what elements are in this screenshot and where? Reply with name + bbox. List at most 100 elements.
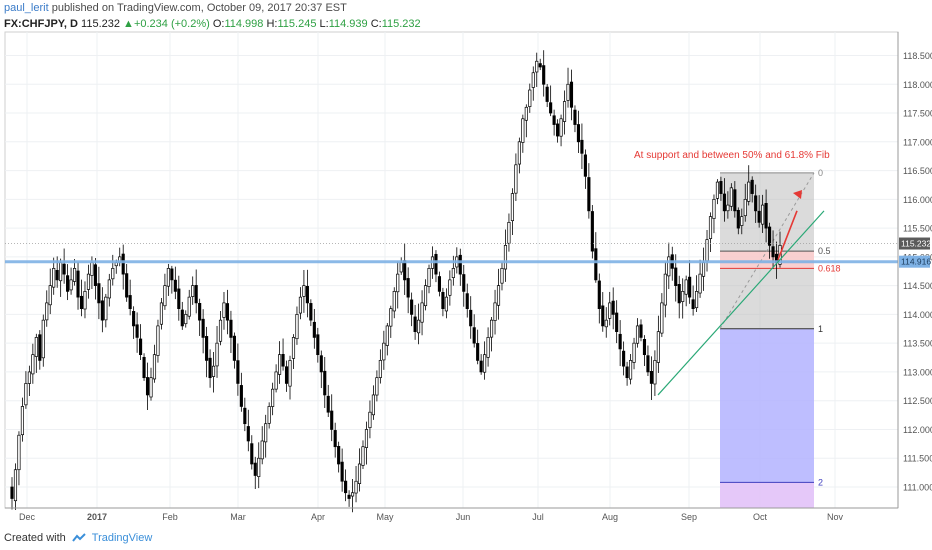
annotation-text: At support and between 50% and 61.8% Fib: [634, 150, 830, 161]
x-tick-label: Aug: [602, 512, 618, 522]
last-price-badge-text: 115.232: [901, 239, 931, 249]
candle-body: [191, 285, 195, 297]
candle-body: [611, 300, 615, 315]
candle-body: [66, 275, 70, 292]
support-price-badge: [899, 255, 930, 268]
candle-body: [417, 319, 421, 334]
candle-body: [761, 204, 765, 225]
candle-body: [250, 443, 254, 465]
candle-body: [284, 366, 289, 384]
candle-body: [257, 457, 261, 477]
fib-level-label: 2: [818, 477, 823, 487]
arrow-head-icon: [793, 190, 802, 199]
candle-body: [517, 141, 521, 165]
published-text: published on TradingView.com, October 09…: [51, 2, 347, 14]
open-label: O:: [212, 18, 225, 30]
candle-body: [420, 302, 424, 323]
candle-body: [145, 377, 150, 396]
candle-body: [354, 480, 358, 494]
candle-body: [229, 319, 233, 338]
candle-body: [764, 203, 768, 229]
candle-body: [389, 308, 393, 327]
candle-body: [740, 216, 744, 226]
candle-body: [625, 366, 629, 379]
candle-body: [615, 312, 619, 333]
low-label: L:: [319, 18, 329, 30]
candle-body: [375, 377, 379, 396]
candle-body: [667, 256, 671, 277]
candle-body: [580, 139, 584, 154]
candle-body: [514, 164, 518, 194]
candle-body: [267, 406, 271, 424]
candle-body: [274, 371, 278, 390]
candle-body: [236, 360, 240, 384]
candle-body: [406, 278, 410, 298]
candle-body: [503, 245, 508, 270]
candle-body: [434, 253, 438, 275]
open-value: 114.998: [224, 18, 264, 30]
candle-body: [684, 279, 688, 295]
candle-body: [83, 291, 87, 310]
candle-body: [347, 494, 351, 499]
candle-body: [483, 354, 487, 373]
candle-body: [458, 254, 462, 275]
candle-body: [462, 274, 466, 292]
candle-body: [361, 446, 365, 466]
candle-body: [97, 283, 101, 304]
fib-zone-0.5-0.618: [720, 251, 814, 269]
author-link[interactable]: paul_lerit: [4, 2, 49, 14]
candle-body: [45, 302, 49, 321]
candle-body: [489, 319, 494, 338]
candle-body: [100, 300, 104, 321]
candle-body: [531, 72, 535, 88]
candle-body: [302, 285, 306, 297]
candle-body: [521, 118, 525, 143]
candle-body: [180, 309, 184, 327]
candle-body: [211, 365, 216, 377]
candle-body: [656, 331, 660, 363]
y-tick-label: 115.500: [903, 224, 932, 234]
close-label: C:: [370, 18, 382, 30]
candle-body: [271, 388, 275, 407]
candle-body: [107, 279, 111, 299]
candle-body: [771, 246, 775, 258]
symbol-label[interactable]: FX:CHFJPY, D: [4, 18, 78, 30]
candle-body: [510, 193, 514, 222]
fib-level-label: 0.618: [818, 263, 841, 273]
support-price-badge-text: 114.916: [901, 257, 931, 267]
candle-body: [93, 264, 97, 286]
y-tick-label: 117.500: [903, 109, 932, 119]
candle-body: [149, 377, 153, 398]
candle-body: [187, 296, 191, 317]
candle-body: [27, 371, 31, 384]
x-tick-label: Jul: [532, 512, 544, 522]
candle-body: [448, 279, 452, 296]
x-tick-label: Oct: [753, 512, 768, 522]
candle-body: [701, 262, 706, 277]
candle-body: [743, 198, 747, 217]
tradingview-brand[interactable]: TradingView: [91, 532, 153, 544]
candle-body: [573, 109, 577, 125]
candle-body: [535, 60, 539, 73]
candle-body: [125, 273, 129, 298]
candle-body: [194, 285, 198, 304]
tradingview-logo-icon: [71, 533, 86, 542]
candle-body: [173, 279, 177, 292]
candle-body: [326, 395, 330, 413]
candle-body: [528, 89, 532, 107]
y-tick-label: 112.500: [903, 396, 932, 406]
candle-body: [298, 296, 303, 314]
candle-body: [562, 101, 567, 122]
high-value: 115.245: [277, 18, 317, 30]
candle-body: [715, 181, 720, 199]
candle-body: [597, 280, 601, 309]
candle-body: [754, 195, 758, 212]
candle-body: [496, 285, 501, 306]
fib-zone-0.618-1: [720, 268, 814, 329]
x-tick-label: Mar: [230, 512, 246, 522]
candle-body: [38, 334, 42, 361]
candle-body: [622, 350, 626, 367]
candle-body: [569, 81, 574, 108]
fib-zone-2-plus: [720, 482, 814, 508]
